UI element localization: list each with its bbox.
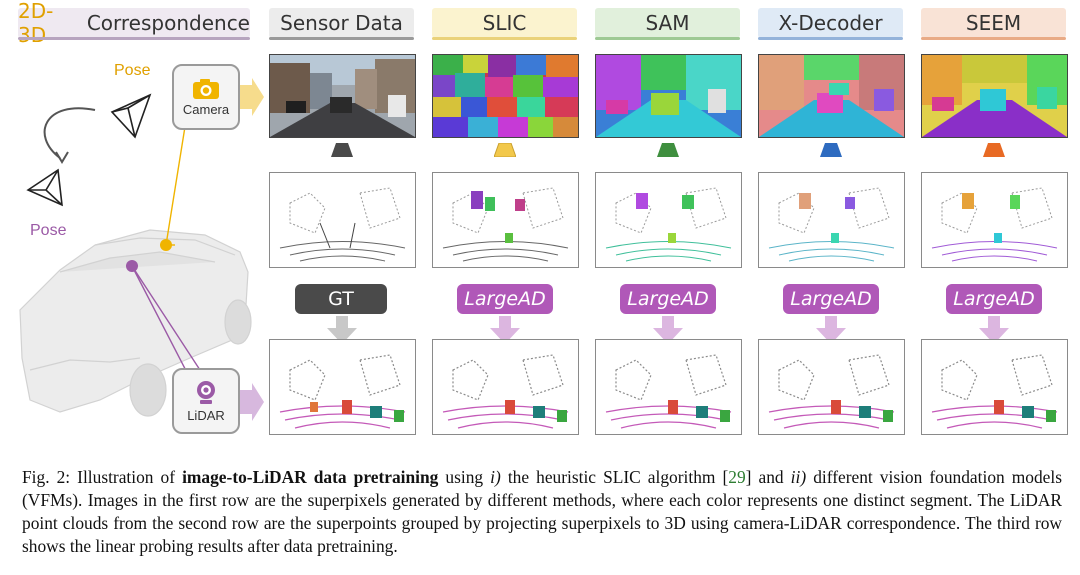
caption-t2: the heuristic SLIC algorithm [ bbox=[500, 467, 729, 487]
sensor-probing-panel bbox=[269, 339, 416, 435]
sam-probing-panel bbox=[595, 339, 742, 435]
lidar-arrow-icon bbox=[240, 383, 264, 421]
header-xdecoder-label: X-Decoder bbox=[778, 11, 883, 35]
sensor-down-arrow-icon bbox=[327, 316, 357, 344]
header-sam: SAM bbox=[595, 8, 740, 40]
badge-gt: GT bbox=[295, 284, 387, 314]
xdecoder-superpoints-panel bbox=[758, 172, 905, 268]
camera-icon bbox=[193, 78, 219, 99]
header-sam-label: SAM bbox=[645, 11, 690, 35]
pose-frustum-icon-left bbox=[26, 168, 63, 207]
camera-arrow-icon bbox=[240, 78, 264, 116]
caption-t4: different vision foundation models (VFMs… bbox=[22, 467, 1062, 556]
header-2d-3d-correspondence: 2D-3D Correspondence bbox=[18, 0, 250, 47]
seem-probing-panel bbox=[921, 339, 1068, 435]
slic-marker-icon bbox=[493, 142, 517, 158]
sam-segment-image bbox=[595, 54, 742, 138]
slic-superpoints-panel bbox=[432, 172, 579, 268]
slic-down-arrow-icon bbox=[490, 316, 520, 344]
header-seem-label: SEEM bbox=[965, 11, 1022, 35]
header-sensor-label: Sensor Data bbox=[280, 11, 403, 35]
sam-superpoints-panel bbox=[595, 172, 742, 268]
header-2d3d-suffix: Correspondence bbox=[80, 11, 250, 35]
lidar-icon bbox=[197, 380, 215, 404]
pose-label-left: Pose bbox=[30, 222, 67, 239]
pose-frustum-icon-top bbox=[110, 93, 152, 139]
xdecoder-down-arrow-icon bbox=[816, 316, 846, 344]
camera-mount-dot bbox=[160, 239, 172, 251]
caption-t3: ] and bbox=[745, 467, 791, 487]
header-sensor-data: Sensor Data bbox=[269, 8, 414, 40]
caption-ref[interactable]: 29 bbox=[728, 467, 746, 487]
figure-caption: Fig. 2: Illustration of image-to-LiDAR d… bbox=[22, 466, 1062, 558]
seem-segment-image bbox=[921, 54, 1068, 138]
header-slic-label: SLIC bbox=[482, 11, 527, 35]
seem-marker-icon bbox=[983, 143, 1005, 157]
header-seem: SEEM bbox=[921, 8, 1066, 40]
caption-i2: ii) bbox=[790, 467, 807, 487]
camera-label: Camera bbox=[182, 101, 230, 117]
badge-largead-seem: LargeAD bbox=[946, 284, 1042, 314]
sam-down-arrow-icon bbox=[653, 316, 683, 344]
sam-marker-icon bbox=[657, 143, 679, 157]
sensor-superpoints-panel bbox=[269, 172, 416, 268]
badge-largead-xdecoder: LargeAD bbox=[783, 284, 879, 314]
caption-i1: i) bbox=[490, 467, 501, 487]
xdecoder-segment-image bbox=[758, 54, 905, 138]
caption-t1: using bbox=[438, 467, 491, 487]
correspondence-illustration bbox=[19, 78, 264, 421]
lidar-sensor-box: LiDAR bbox=[172, 368, 240, 434]
rotation-arrow-icon bbox=[43, 107, 96, 159]
header-x-decoder: X-Decoder bbox=[758, 8, 903, 40]
sensor-camera-image bbox=[269, 54, 416, 138]
lidar-label: LiDAR bbox=[187, 407, 225, 423]
sensor-marker-icon bbox=[331, 143, 353, 157]
seem-down-arrow-icon bbox=[979, 316, 1009, 344]
header-2d3d-prefix: 2D-3D bbox=[18, 0, 54, 47]
camera-sensor-box: Camera bbox=[172, 64, 240, 130]
xdecoder-marker-icon bbox=[820, 143, 842, 157]
seem-superpoints-panel bbox=[921, 172, 1068, 268]
slic-superpixel-image bbox=[432, 54, 579, 138]
header-slic: SLIC bbox=[432, 8, 577, 40]
lidar-mount-dot bbox=[126, 260, 138, 272]
xdecoder-probing-panel bbox=[758, 339, 905, 435]
slic-probing-panel bbox=[432, 339, 579, 435]
caption-bold: image-to-LiDAR data pretraining bbox=[182, 467, 439, 487]
badge-largead-slic: LargeAD bbox=[457, 284, 553, 314]
badge-largead-sam: LargeAD bbox=[620, 284, 716, 314]
caption-fig: Fig. 2: Illustration of bbox=[22, 467, 183, 487]
pose-label-top: Pose bbox=[114, 62, 151, 79]
car-illustration bbox=[19, 229, 252, 417]
